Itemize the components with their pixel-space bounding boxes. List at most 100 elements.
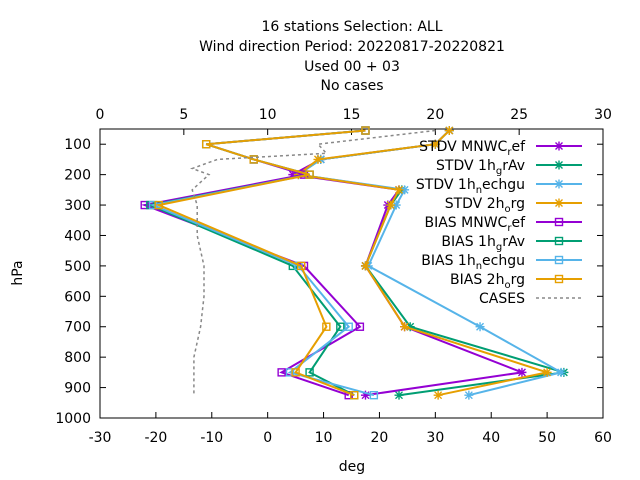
x2-tick-label: 20 — [426, 107, 444, 123]
y-tick-label: 300 — [64, 198, 91, 214]
x-tick-label: 50 — [538, 430, 556, 446]
x-tick-label: 60 — [594, 430, 612, 446]
data-point — [391, 200, 401, 210]
title-line-3: Used 00 + 03 — [304, 59, 400, 75]
data-point — [344, 322, 353, 331]
x-tick-label: -10 — [200, 430, 223, 446]
legend-label: CASES — [479, 291, 525, 307]
legend-entry: STDV 1hnechgu — [416, 177, 582, 196]
x-tick-label: 40 — [482, 430, 500, 446]
series-line — [141, 129, 366, 397]
legend-entry: STDV 2horg — [445, 196, 582, 215]
series-line — [295, 129, 552, 397]
data-point — [305, 170, 314, 179]
data-point — [291, 368, 300, 377]
legend-entry: CASES — [479, 291, 582, 307]
title-line-4: No cases — [321, 78, 384, 94]
x-tick-label: 0 — [263, 430, 272, 446]
data-point — [201, 140, 211, 149]
x-tick-label: 30 — [426, 430, 444, 446]
data-point — [517, 367, 527, 377]
series-line — [146, 129, 366, 397]
data-point — [400, 185, 410, 195]
y-axis-label: hPa — [10, 260, 26, 285]
title-line-1: 16 stations Selection: ALL — [261, 19, 442, 35]
data-point — [554, 274, 564, 284]
x2-tick-label: 30 — [594, 107, 612, 123]
y-tick-label: 600 — [64, 289, 91, 305]
x-tick-label: 20 — [371, 430, 389, 446]
data-point — [430, 139, 440, 149]
data-point — [360, 261, 370, 271]
data-point — [285, 368, 295, 377]
data-point — [249, 155, 258, 164]
data-point — [554, 198, 564, 208]
y-tick-label: 800 — [64, 350, 91, 366]
data-point — [297, 261, 306, 271]
series-line — [149, 129, 375, 397]
chart-title: 16 stations Selection: ALL Wind directio… — [199, 19, 505, 94]
series-bias-1h-grav — [146, 126, 370, 400]
data-point — [350, 390, 359, 400]
x2-tick-label: 15 — [343, 107, 361, 123]
title-line-2: Wind direction Period: 20220817-20220821 — [199, 39, 505, 55]
y-tick-label: 500 — [64, 259, 91, 275]
y-tick-label: 1000 — [55, 411, 91, 427]
data-point — [360, 390, 370, 400]
series-bias-1h-nechgu — [148, 126, 379, 400]
data-point — [556, 367, 566, 377]
data-point — [405, 322, 415, 332]
x2-tick-label: 25 — [510, 107, 528, 123]
data-point — [444, 126, 454, 136]
legend-entry: BIAS 2horg — [450, 272, 582, 291]
legend-label: BIAS 2horg — [450, 272, 525, 291]
legend-entry: BIAS 1hnechgu — [421, 253, 582, 272]
legend-entry: BIAS MNWCref — [425, 215, 582, 234]
x-tick-label: -30 — [89, 430, 112, 446]
legend-label: STDV 2horg — [445, 196, 525, 215]
series-line — [189, 129, 436, 396]
legend-entry: STDV MNWCref — [419, 139, 582, 158]
data-point — [554, 255, 564, 265]
x-tick-label: 10 — [315, 430, 333, 446]
data-point — [400, 322, 410, 332]
data-point — [554, 236, 564, 246]
legend-entry: STDV 1hgrAv — [436, 158, 582, 177]
series-stdv-2h-org — [293, 126, 552, 400]
data-point — [305, 368, 314, 377]
data-point — [554, 141, 564, 151]
series-line — [155, 129, 366, 397]
data-point — [154, 200, 163, 210]
legend-label: BIAS MNWCref — [425, 215, 527, 234]
data-point — [554, 160, 564, 170]
data-point — [386, 200, 396, 210]
data-point — [288, 170, 298, 180]
plot-frame — [99, 128, 604, 419]
data-point — [369, 390, 379, 400]
x-axis-label: deg — [339, 459, 365, 475]
legend-label: STDV 1hgrAv — [436, 158, 525, 177]
legend-label: STDV MNWCref — [419, 139, 526, 158]
data-point — [542, 367, 552, 377]
y-tick-label: 200 — [64, 168, 91, 184]
y-tick-label: 900 — [64, 381, 91, 397]
data-point — [322, 322, 331, 331]
x-tick-label: -20 — [144, 430, 167, 446]
x2-tick-label: 0 — [96, 107, 105, 123]
data-point — [336, 322, 345, 331]
legend-entry: BIAS 1hgrAv — [441, 234, 582, 253]
data-point — [554, 217, 564, 227]
x2-tick-label: 10 — [259, 107, 277, 123]
legend-label: BIAS 1hnechgu — [421, 253, 525, 272]
data-point — [475, 322, 485, 332]
legend-label: BIAS 1hgrAv — [441, 234, 525, 253]
legend-label: STDV 1hnechgu — [416, 177, 525, 196]
series-bias-mnwc-ref — [140, 126, 370, 400]
data-point — [277, 368, 286, 377]
data-point — [361, 126, 370, 135]
data-point — [313, 154, 323, 164]
series-cases — [189, 129, 436, 396]
data-point — [394, 185, 404, 195]
x2-tick-label: 5 — [179, 107, 188, 123]
